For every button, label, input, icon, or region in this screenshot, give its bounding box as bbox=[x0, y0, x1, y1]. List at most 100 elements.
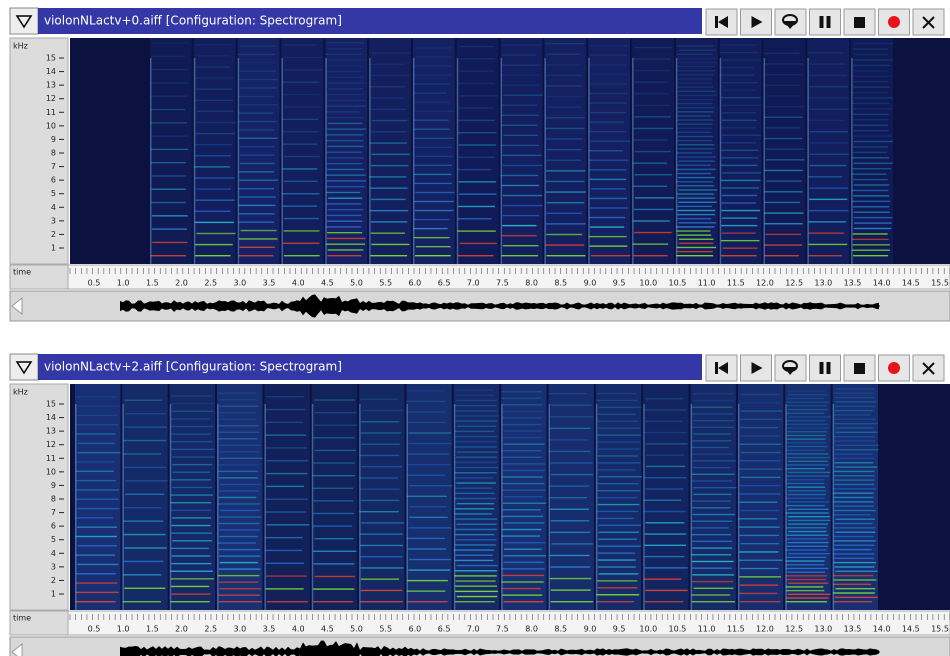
harmonic bbox=[360, 567, 404, 569]
y-tick-label: 12 bbox=[46, 440, 56, 449]
time-tick-label: 10.0 bbox=[639, 625, 657, 634]
harmonic bbox=[217, 574, 260, 577]
time-tick-label: 6.5 bbox=[438, 279, 451, 288]
harmonic bbox=[676, 250, 713, 253]
harmonic bbox=[676, 127, 712, 129]
harmonic bbox=[835, 518, 875, 520]
time-tick-label: 0.5 bbox=[88, 625, 101, 634]
harmonic bbox=[502, 436, 544, 439]
harmonic bbox=[597, 420, 638, 422]
y-tick-label: 4 bbox=[51, 549, 56, 558]
pause-button[interactable] bbox=[809, 8, 841, 36]
harmonic bbox=[834, 483, 875, 486]
harmonic bbox=[597, 434, 641, 436]
harmonic bbox=[787, 456, 831, 459]
skip-back-button[interactable] bbox=[705, 8, 738, 36]
record-button[interactable] bbox=[878, 354, 910, 382]
harmonic bbox=[835, 388, 875, 390]
harmonic bbox=[503, 94, 543, 96]
play-button[interactable] bbox=[740, 8, 772, 36]
harmonic bbox=[455, 430, 495, 433]
harmonic bbox=[239, 145, 275, 148]
harmonic bbox=[597, 441, 641, 443]
scroll-left[interactable] bbox=[11, 642, 23, 656]
harmonic bbox=[238, 187, 275, 190]
harmonic bbox=[459, 95, 499, 97]
harmonic bbox=[588, 235, 627, 238]
harmonic bbox=[545, 85, 583, 87]
harmonic bbox=[237, 62, 276, 64]
harmonic bbox=[678, 242, 714, 245]
harmonic bbox=[314, 537, 354, 540]
close-button[interactable] bbox=[912, 8, 945, 36]
close-button[interactable] bbox=[912, 354, 945, 382]
harmonic bbox=[283, 180, 318, 183]
harmonic bbox=[360, 488, 400, 490]
harmonic bbox=[218, 568, 261, 570]
harmonic bbox=[546, 191, 586, 193]
harmonic bbox=[809, 108, 849, 110]
icon bbox=[819, 362, 824, 374]
harmonic bbox=[238, 255, 274, 257]
harmonic bbox=[414, 173, 452, 176]
harmonic bbox=[677, 197, 715, 199]
harmonic bbox=[196, 110, 234, 113]
harmonic bbox=[786, 589, 825, 592]
skip-back-button[interactable] bbox=[705, 354, 738, 382]
time-tick-label: 7.5 bbox=[496, 625, 509, 634]
axis-strip bbox=[9, 383, 69, 611]
harmonic bbox=[238, 95, 274, 98]
harmonic bbox=[327, 99, 366, 102]
harmonic bbox=[458, 156, 495, 158]
loop-button[interactable] bbox=[774, 8, 807, 36]
play-button[interactable] bbox=[740, 354, 772, 382]
stop-button[interactable] bbox=[843, 354, 876, 382]
harmonic bbox=[502, 244, 539, 247]
y-tick-label: 9 bbox=[51, 481, 56, 490]
harmonic bbox=[740, 476, 781, 479]
harmonic bbox=[634, 81, 669, 83]
collapse-button[interactable] bbox=[9, 353, 39, 381]
harmonic bbox=[740, 584, 779, 586]
harmonic bbox=[409, 558, 451, 561]
harmonic bbox=[677, 139, 713, 142]
harmonic bbox=[152, 215, 188, 217]
harmonic bbox=[678, 148, 715, 150]
harmonic bbox=[407, 411, 446, 413]
harmonic bbox=[313, 601, 353, 603]
harmonic bbox=[327, 231, 363, 234]
harmonic bbox=[151, 161, 186, 164]
scroll-left[interactable] bbox=[11, 296, 23, 316]
button-face bbox=[740, 8, 772, 36]
harmonic bbox=[504, 522, 545, 524]
harmonic bbox=[787, 431, 827, 433]
stop-button[interactable] bbox=[843, 8, 876, 36]
pause-button[interactable] bbox=[809, 354, 841, 382]
harmonic bbox=[312, 512, 355, 515]
harmonic bbox=[693, 393, 734, 395]
harmonic bbox=[786, 482, 825, 485]
harmonic bbox=[75, 461, 115, 463]
harmonic bbox=[360, 544, 403, 547]
harmonic bbox=[456, 399, 497, 402]
harmonic bbox=[500, 74, 540, 76]
harmonic bbox=[455, 420, 498, 422]
note-noise bbox=[75, 384, 121, 610]
loop-button[interactable] bbox=[774, 354, 807, 382]
harmonic bbox=[808, 209, 849, 212]
harmonic bbox=[457, 107, 494, 109]
harmonic bbox=[218, 425, 259, 427]
harmonic bbox=[809, 198, 848, 201]
harmonic bbox=[195, 44, 234, 46]
time-strip bbox=[9, 610, 69, 636]
collapse-button[interactable] bbox=[9, 7, 39, 35]
harmonic bbox=[502, 214, 540, 217]
harmonic bbox=[327, 65, 363, 67]
harmonic bbox=[633, 255, 668, 257]
record-button[interactable] bbox=[878, 8, 910, 36]
harmonic bbox=[219, 457, 263, 460]
harmonic bbox=[325, 243, 366, 245]
onset bbox=[311, 404, 314, 610]
harmonic bbox=[676, 119, 713, 121]
harmonic bbox=[283, 155, 320, 158]
